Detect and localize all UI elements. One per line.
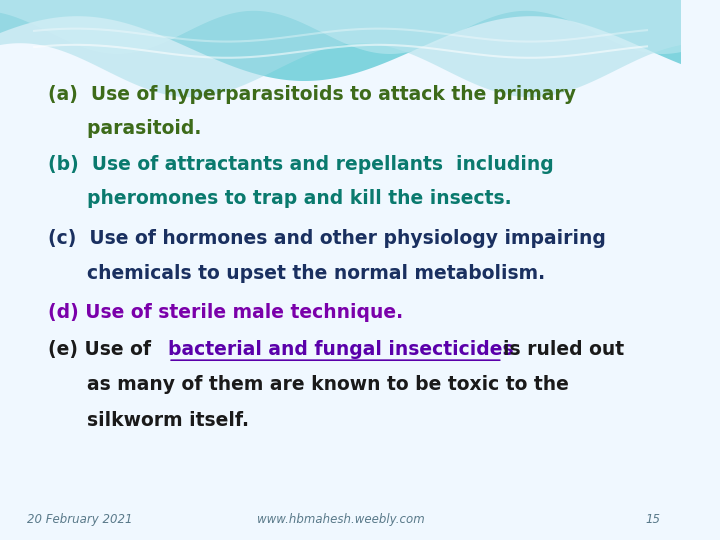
Text: www.hbmahesh.weebly.com: www.hbmahesh.weebly.com <box>256 513 424 526</box>
Text: (c)  Use of hormones and other physiology impairing: (c) Use of hormones and other physiology… <box>48 229 606 248</box>
Text: parasitoid.: parasitoid. <box>48 119 201 138</box>
Text: is ruled out: is ruled out <box>503 340 624 360</box>
Text: silkworm itself.: silkworm itself. <box>48 410 248 430</box>
Text: 15: 15 <box>646 513 661 526</box>
Text: (e) Use of: (e) Use of <box>48 340 157 360</box>
Text: (d) Use of sterile male technique.: (d) Use of sterile male technique. <box>48 302 402 322</box>
Text: (b)  Use of attractants and repellants  including: (b) Use of attractants and repellants in… <box>48 155 554 174</box>
Text: as many of them are known to be toxic to the: as many of them are known to be toxic to… <box>48 375 569 394</box>
Polygon shape <box>0 0 681 97</box>
Polygon shape <box>0 0 681 54</box>
Polygon shape <box>0 0 681 81</box>
Text: chemicals to upset the normal metabolism.: chemicals to upset the normal metabolism… <box>48 264 545 284</box>
Text: pheromones to trap and kill the insects.: pheromones to trap and kill the insects. <box>48 189 511 208</box>
Text: bacterial and fungal insecticides: bacterial and fungal insecticides <box>168 340 521 360</box>
Text: 20 February 2021: 20 February 2021 <box>27 513 132 526</box>
Text: (a)  Use of hyperparasitoids to attack the primary: (a) Use of hyperparasitoids to attack th… <box>48 85 576 104</box>
